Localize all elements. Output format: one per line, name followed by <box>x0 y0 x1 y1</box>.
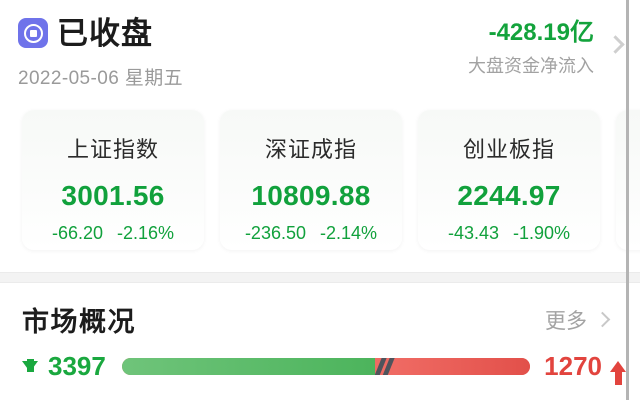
stop-record-icon <box>18 18 48 48</box>
section-divider <box>0 272 640 283</box>
index-change: -236.50 <box>244 223 306 243</box>
index-change-row: -66.20 -2.16% <box>52 223 174 244</box>
index-change: -43.43 <box>447 223 499 243</box>
icon-square <box>29 29 37 37</box>
index-percent: -1.90% <box>513 223 571 243</box>
market-breadth-row: 3397 1270 <box>22 349 626 385</box>
market-date-label: 2022-05-06 星期五 <box>18 68 184 89</box>
index-cards-scroller[interactable]: 上证指数 3001.56 -66.20 -2.16% 深证成指 10809.88… <box>0 106 640 256</box>
index-change-row: -43.43 -1.90% <box>448 223 570 244</box>
index-card-shenzhen[interactable]: 深证成指 10809.88 -236.50 -2.14% <box>220 110 402 250</box>
breadth-bar-advancing <box>394 357 531 375</box>
icon-ring <box>23 23 43 43</box>
market-overview-section: 市场概况 更多 3397 1270 <box>0 283 640 400</box>
scroll-edge-indicator[interactable] <box>626 0 629 400</box>
section-title: 市场概况 <box>22 307 136 337</box>
index-name: 创业板指 <box>462 137 555 162</box>
advancing-count: 1270 <box>544 350 602 381</box>
index-card-chinext[interactable]: 创业板指 2244.97 -43.43 -1.90% <box>418 110 600 250</box>
index-cards-track: 上证指数 3001.56 -66.20 -2.16% 深证成指 10809.88… <box>22 110 640 250</box>
index-value: 3001.56 <box>61 180 165 211</box>
arrow-up-icon <box>610 360 626 385</box>
market-header: 已收盘 2022-05-06 星期五 -428.19亿 大盘资金净流入 <box>0 0 640 96</box>
net-flow-value: -428.19亿 <box>488 19 594 46</box>
breadth-bar-divider <box>374 357 395 375</box>
net-flow-label: 大盘资金净流入 <box>468 56 594 77</box>
breadth-bar-declining <box>121 357 375 375</box>
index-value: 2244.97 <box>457 180 561 211</box>
overview-header: 市场概况 更多 <box>22 300 622 339</box>
net-flow-block[interactable]: -428.19亿 大盘资金净流入 <box>468 19 594 78</box>
index-percent: -2.14% <box>320 223 378 243</box>
index-name: 上证指数 <box>66 137 159 162</box>
index-name: 深证成指 <box>264 137 357 162</box>
arrow-down-icon <box>22 358 38 372</box>
more-link[interactable]: 更多 <box>545 305 622 335</box>
title-row: 已收盘 <box>18 12 183 54</box>
chevron-right-icon <box>594 311 611 328</box>
chevron-right-icon[interactable] <box>606 35 625 54</box>
breadth-bar <box>121 357 531 375</box>
index-change-row: -236.50 -2.14% <box>245 223 377 244</box>
index-card-shanghai[interactable]: 上证指数 3001.56 -66.20 -2.16% <box>22 110 204 250</box>
index-change: -66.20 <box>51 223 103 243</box>
header-left-block: 已收盘 2022-05-06 星期五 <box>18 12 183 90</box>
index-percent: -2.16% <box>117 223 175 243</box>
market-status-label: 已收盘 <box>57 15 153 51</box>
declining-count: 3397 <box>48 350 106 381</box>
more-label: 更多 <box>545 309 587 333</box>
index-value: 10809.88 <box>251 180 371 211</box>
